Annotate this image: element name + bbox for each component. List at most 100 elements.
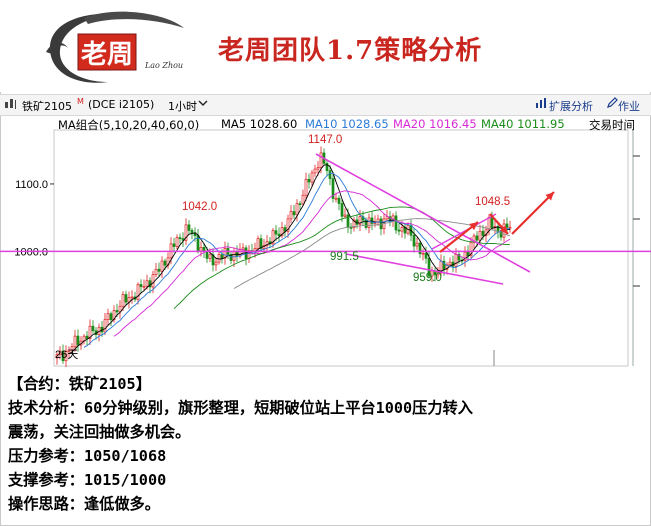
candle-body bbox=[337, 197, 341, 204]
logo-signature: Lao Zhou bbox=[144, 61, 183, 70]
candle-body bbox=[352, 219, 356, 228]
ma20-line bbox=[113, 190, 511, 337]
period-select[interactable]: 1小时 bbox=[168, 100, 197, 113]
contract-name[interactable]: 铁矿2105 bbox=[22, 100, 72, 113]
candle-body bbox=[76, 335, 80, 346]
candle-body bbox=[319, 152, 323, 168]
ma40-value: MA40 1011.95 bbox=[481, 117, 565, 131]
candle-body bbox=[142, 285, 146, 288]
candle-body bbox=[67, 349, 71, 352]
candle-body bbox=[130, 296, 134, 299]
candle-body bbox=[310, 172, 314, 183]
candle-body bbox=[448, 261, 452, 266]
info-resistance: 压力参考：1050/1068 bbox=[8, 447, 167, 465]
candle-body bbox=[271, 230, 275, 245]
candle-body bbox=[466, 251, 470, 257]
candle-body bbox=[91, 325, 95, 332]
candle-body bbox=[424, 252, 428, 259]
trade-time-label[interactable]: 交易时间 bbox=[589, 118, 635, 132]
expand-analysis-button[interactable]: 扩展分析 bbox=[549, 100, 593, 113]
candle-body bbox=[163, 260, 167, 266]
candle-body bbox=[415, 242, 419, 247]
candle-body bbox=[427, 257, 431, 277]
candle-body bbox=[232, 251, 236, 261]
candle-body bbox=[154, 268, 158, 275]
ma10-value: MA10 1028.65 bbox=[305, 117, 389, 131]
candle-body bbox=[349, 227, 353, 229]
info-analysis-line2: 震荡，关注回抽做多机会。 bbox=[8, 423, 191, 441]
logo-text: 老周 bbox=[81, 40, 133, 70]
candle-body bbox=[280, 227, 284, 237]
candle-body bbox=[112, 310, 116, 321]
channel-line bbox=[431, 213, 497, 250]
candles bbox=[55, 146, 512, 368]
price-annotation: 1147.0 bbox=[308, 134, 342, 146]
candle-body bbox=[442, 260, 446, 270]
candle-body bbox=[283, 227, 287, 232]
price-annotation: 1048.5 bbox=[475, 196, 510, 208]
candle-body bbox=[481, 230, 485, 236]
candle-body bbox=[331, 178, 335, 199]
candle-body bbox=[499, 231, 503, 238]
candle-body bbox=[469, 241, 473, 257]
candle-body bbox=[73, 335, 77, 348]
candle-body bbox=[367, 217, 371, 228]
candle-body bbox=[421, 252, 425, 255]
candle-body bbox=[412, 234, 416, 247]
candle-body bbox=[316, 167, 320, 170]
candle-body bbox=[64, 351, 68, 362]
chart-toolbar: 铁矿2105 M (DCE i2105) 1小时 扩展分析 作业 bbox=[0, 94, 651, 116]
candle-body bbox=[175, 237, 179, 247]
candle-body bbox=[304, 178, 308, 196]
candle-body bbox=[397, 229, 401, 232]
candle-body bbox=[505, 223, 509, 228]
candle-body bbox=[178, 237, 182, 239]
candle-body bbox=[124, 294, 128, 303]
lower-trendline bbox=[345, 253, 504, 285]
candle-body bbox=[115, 310, 119, 313]
candle-body bbox=[334, 197, 338, 200]
candle-body bbox=[301, 194, 305, 205]
pencil-icon[interactable] bbox=[606, 97, 618, 112]
header: 老周 Lao Zhou 老周团队1.7策略分析 bbox=[0, 0, 651, 92]
candle-body bbox=[190, 230, 194, 234]
candle-body bbox=[325, 162, 329, 172]
candle-body bbox=[478, 230, 482, 241]
candle-body bbox=[328, 170, 332, 179]
price-annotation: 959.0 bbox=[413, 272, 442, 284]
candle-body bbox=[199, 247, 203, 252]
candle-body bbox=[295, 203, 299, 216]
candle-body bbox=[160, 260, 164, 272]
candle-body bbox=[58, 350, 62, 355]
candle-body bbox=[145, 280, 149, 287]
candle-body bbox=[151, 274, 155, 288]
candle-body bbox=[205, 250, 209, 259]
ma20-value: MA20 1016.45 bbox=[393, 117, 477, 131]
ma60-line bbox=[233, 218, 511, 289]
candle-body bbox=[400, 226, 404, 232]
info-contract: 【合约：铁矿2105】 bbox=[8, 375, 151, 393]
candlestick-chart: 1000.0 1100.0 1147.0 1042.0 991.5 959.0 1048.5… bbox=[0, 129, 651, 368]
candle-body bbox=[475, 235, 479, 241]
candle-body bbox=[358, 216, 362, 225]
candle-body bbox=[172, 243, 176, 247]
candle-body bbox=[223, 248, 227, 259]
candle-body bbox=[85, 335, 89, 339]
candle-body bbox=[88, 325, 92, 339]
candle-body bbox=[307, 178, 311, 183]
ma5-value: MA5 1028.60 bbox=[221, 117, 298, 131]
expand-analysis-icon[interactable] bbox=[535, 97, 547, 112]
candle-body bbox=[298, 203, 302, 205]
contract-mark: M bbox=[77, 97, 84, 106]
up-arrow-left-head bbox=[469, 222, 478, 231]
ma-legend: MA组合(5,10,20,40,60,0) MA5 1028.60 MA10 1… bbox=[0, 116, 651, 132]
candle-body bbox=[274, 230, 278, 235]
candle-body bbox=[394, 215, 398, 231]
ma-group-label[interactable]: MA组合(5,10,20,40,60,0) bbox=[58, 118, 200, 132]
chevron-down-icon[interactable] bbox=[198, 97, 208, 112]
homework-button[interactable]: 作业 bbox=[618, 100, 640, 113]
candle-body bbox=[136, 284, 140, 300]
candle-body bbox=[103, 319, 107, 333]
days-label: 26天 bbox=[55, 349, 78, 361]
candle-body bbox=[385, 216, 389, 220]
